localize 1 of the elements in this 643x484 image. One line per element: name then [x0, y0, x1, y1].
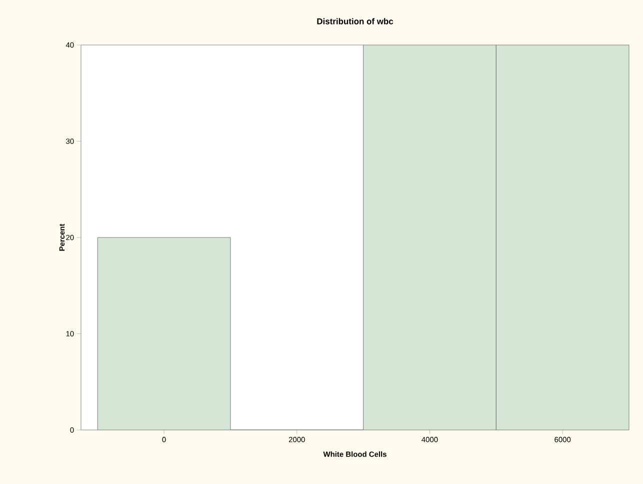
chart-title: Distribution of wbc	[317, 18, 394, 24]
